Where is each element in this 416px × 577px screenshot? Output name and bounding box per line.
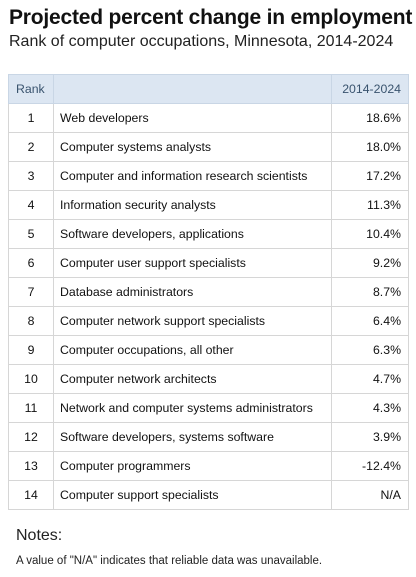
- rank-cell: 12: [8, 422, 54, 452]
- rank-cell: 9: [8, 335, 54, 365]
- table-header-row: Rank 2014-2024: [8, 74, 409, 104]
- change-cell: 3.9%: [331, 422, 409, 452]
- change-cell: 4.3%: [331, 393, 409, 423]
- occupation-cell: Computer network support specialists: [53, 306, 332, 336]
- rank-cell: 14: [8, 480, 54, 510]
- rank-cell: 6: [8, 248, 54, 278]
- rank-cell: 7: [8, 277, 54, 307]
- occupation-cell: Computer support specialists: [53, 480, 332, 510]
- change-cell: N/A: [331, 480, 409, 510]
- rank-cell: 2: [8, 132, 54, 162]
- occupation-cell: Information security analysts: [53, 190, 332, 220]
- table-row: 4 Information security analysts 11.3%: [8, 190, 409, 220]
- rank-cell: 3: [8, 161, 54, 191]
- employment-change-table: Rank 2014-2024 1 Web developers 18.6% 2 Comp…: [8, 74, 409, 510]
- table-row: 10 Computer network architects 4.7%: [8, 364, 409, 394]
- table-row: 8 Computer network support specialists 6.4…: [8, 306, 409, 336]
- change-cell: 9.2%: [331, 248, 409, 278]
- column-header-rank[interactable]: Rank: [8, 74, 54, 104]
- occupation-cell: Computer systems analysts: [53, 132, 332, 162]
- occupation-cell: Database administrators: [53, 277, 332, 307]
- rank-cell: 1: [8, 103, 54, 133]
- occupation-cell: Web developers: [53, 103, 332, 133]
- table-row: 3 Computer and information research scien…: [8, 161, 409, 191]
- occupation-cell: Network and computer systems administrat…: [53, 393, 332, 423]
- change-cell: 18.0%: [331, 132, 409, 162]
- table-row: 6 Computer user support specialists 9.2%: [8, 248, 409, 278]
- change-cell: 8.7%: [331, 277, 409, 307]
- occupation-cell: Computer occupations, all other: [53, 335, 332, 365]
- table-row: 13 Computer programmers -12.4%: [8, 451, 409, 481]
- column-header-change[interactable]: 2014-2024: [331, 74, 409, 104]
- occupation-cell: Computer user support specialists: [53, 248, 332, 278]
- table-row: 11 Network and computer systems administr…: [8, 393, 409, 423]
- rank-cell: 11: [8, 393, 54, 423]
- occupation-cell: Computer and information research scient…: [53, 161, 332, 191]
- occupation-cell: Computer programmers: [53, 451, 332, 481]
- change-cell: 6.3%: [331, 335, 409, 365]
- occupation-cell: Software developers, systems software: [53, 422, 332, 452]
- column-header-occupation[interactable]: [53, 74, 332, 104]
- page-subtitle: Rank of computer occupations, Minnesota,…: [9, 33, 394, 50]
- table-row: 7 Database administrators 8.7%: [8, 277, 409, 307]
- change-cell: -12.4%: [331, 451, 409, 481]
- change-cell: 6.4%: [331, 306, 409, 336]
- change-cell: 18.6%: [331, 103, 409, 133]
- table-row: 9 Computer occupations, all other 6.3%: [8, 335, 409, 365]
- table-row: 5 Software developers, applications 10.4%: [8, 219, 409, 249]
- change-cell: 10.4%: [331, 219, 409, 249]
- notes-text: A value of "N/A" indicates that reliable…: [16, 555, 323, 567]
- notes-title: Notes:: [16, 527, 63, 544]
- rank-cell: 8: [8, 306, 54, 336]
- rank-cell: 5: [8, 219, 54, 249]
- table-row: 1 Web developers 18.6%: [8, 103, 409, 133]
- table-body: 1 Web developers 18.6% 2 Computer systems an…: [8, 103, 409, 510]
- table-row: 2 Computer systems analysts 18.0%: [8, 132, 409, 162]
- occupation-cell: Software developers, applications: [53, 219, 332, 249]
- change-cell: 4.7%: [331, 364, 409, 394]
- change-cell: 11.3%: [331, 190, 409, 220]
- rank-cell: 10: [8, 364, 54, 394]
- table-row: 14 Computer support specialists N/A: [8, 480, 409, 510]
- table-row: 12 Software developers, systems software 3…: [8, 422, 409, 452]
- rank-cell: 4: [8, 190, 54, 220]
- occupation-cell: Computer network architects: [53, 364, 332, 394]
- page-title: Projected percent change in employment: [9, 6, 413, 29]
- change-cell: 17.2%: [331, 161, 409, 191]
- rank-cell: 13: [8, 451, 54, 481]
